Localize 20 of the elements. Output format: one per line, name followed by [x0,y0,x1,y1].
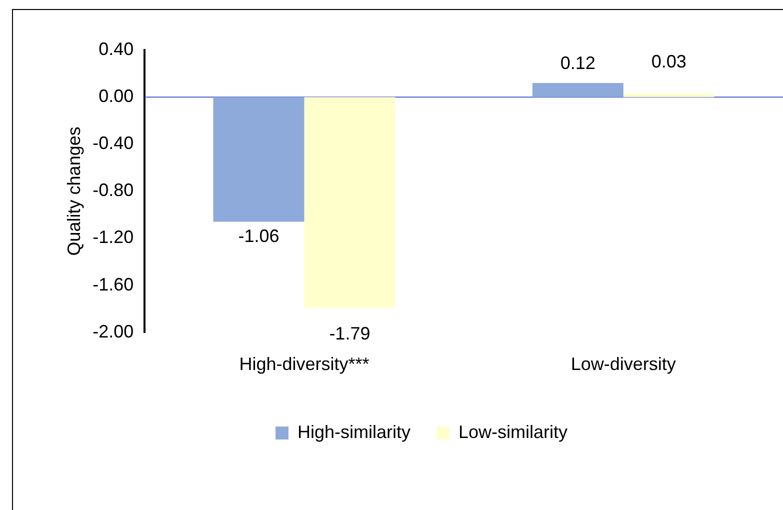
data-label: 0.12 [560,52,596,73]
y-tick-label: 0.40 [98,38,134,59]
data-label: -1.79 [329,324,370,344]
y-tick-label: -1.20 [92,227,134,248]
legend-label: High-similarity [297,422,411,442]
bar [304,97,396,308]
legend-label: Low-similarity [458,422,568,442]
x-tick-label: High-diversity*** [239,354,370,374]
bar [532,82,624,98]
bar [213,97,304,222]
x-tick-label: Low-diversity [570,354,676,374]
y-tick-label: 0.00 [98,86,134,106]
bar [623,94,714,98]
y-axis-title: Quality changes [64,126,84,256]
data-label: 0.03 [651,52,686,72]
data-label: -1.06 [238,226,280,246]
y-tick-label: -0.40 [92,133,134,154]
y-tick-label: -2.00 [92,321,134,342]
y-tick-label: -0.80 [92,180,134,200]
y-tick-label: -1.60 [92,274,134,294]
